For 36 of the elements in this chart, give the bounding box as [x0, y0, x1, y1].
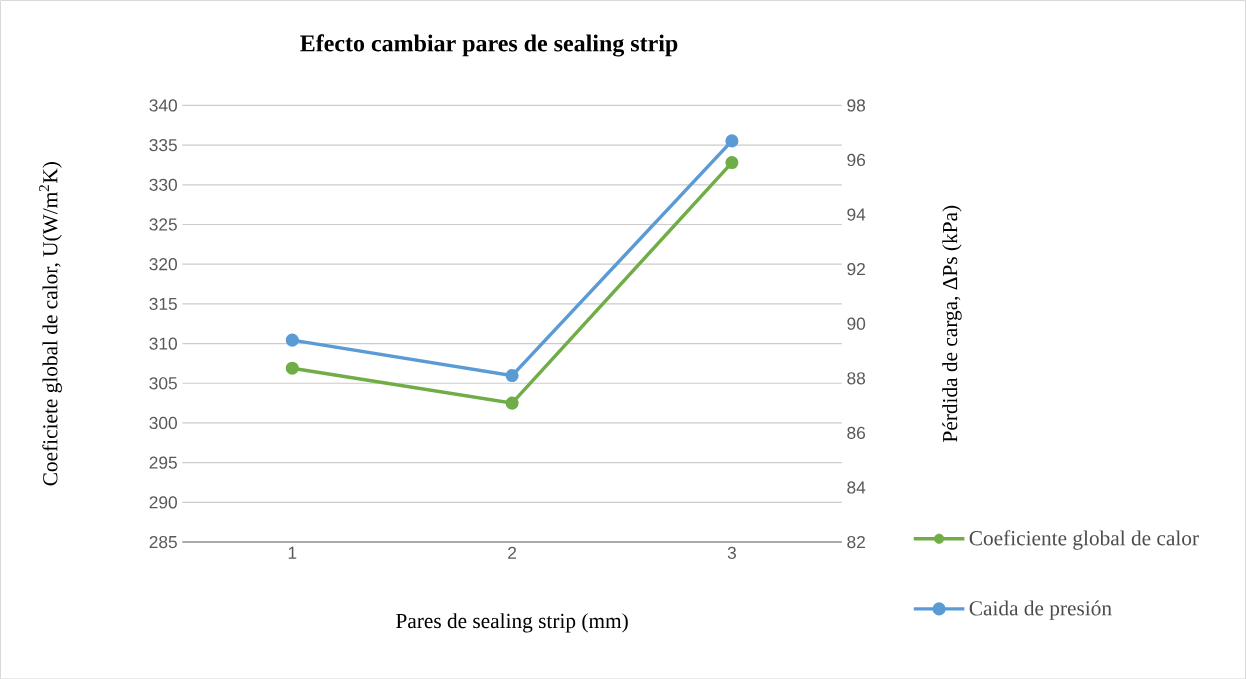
point: [505, 396, 519, 410]
y-tick-label: 335: [149, 138, 177, 152]
point: [725, 134, 739, 148]
y2-tick-label: 92: [847, 262, 865, 276]
y2-tick-label: 94: [847, 208, 866, 221]
y-tick-label: 340: [149, 99, 177, 112]
y-tick-label: 285: [149, 535, 177, 548]
y-tick-label: 295: [149, 456, 177, 469]
x-tick-label: 3: [727, 546, 736, 559]
y-tick-label: 290: [149, 496, 177, 509]
x-axis-title: Pares de sealing strip (mm): [396, 612, 628, 633]
legend-label: Coeficiente global de calor: [969, 529, 1199, 550]
y-tick-label: 310: [149, 337, 177, 350]
y-tick-label: 320: [149, 257, 177, 271]
legend-label: Caida de presión: [969, 600, 1112, 620]
y-tick-label: 300: [149, 416, 177, 429]
y2-tick-label: 96: [847, 153, 866, 166]
point: [285, 333, 299, 347]
y2-axis-title: Pérdida de carga, ΔPs (kPa): [942, 205, 962, 442]
y2-tick-label: 98: [847, 99, 866, 112]
y-tick-label: 315: [149, 297, 177, 310]
y2-tick-label: 82: [847, 535, 865, 548]
point: [725, 155, 739, 169]
y-tick-label: 305: [149, 376, 177, 390]
point: [285, 361, 299, 375]
point: [505, 368, 519, 382]
y-tick-label: 330: [149, 178, 177, 191]
chart-title: Efecto cambiar pares de sealing strip: [300, 34, 678, 57]
y-axis-title: Coeficiete global de calor, U(W/m$^{2}$K): [39, 161, 62, 486]
x-tick-label: 1: [288, 546, 297, 559]
y2-tick-label: 88: [847, 371, 866, 385]
y2-tick-label: 86: [847, 426, 866, 439]
y2-tick-label: 90: [847, 317, 866, 330]
y2-tick-label: 84: [847, 481, 866, 494]
x-tick-label: 2: [508, 546, 517, 559]
y-tick-label: 325: [149, 218, 177, 231]
